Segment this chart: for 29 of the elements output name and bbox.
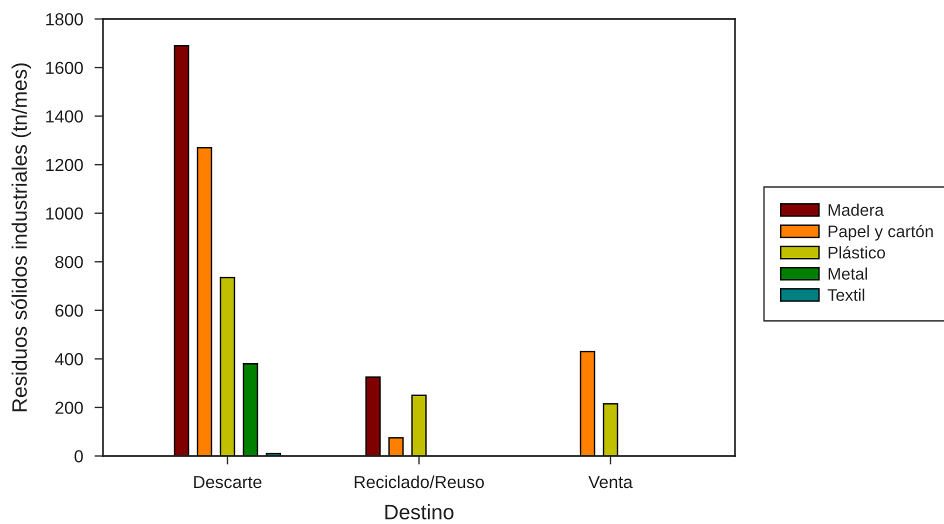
legend-label: Textil [828,288,864,301]
y-tick-label: 0 [74,450,83,462]
y-tick-label: 600 [55,304,83,317]
legend-label: Papel y cartón [828,224,933,241]
legend-label: Metal [828,267,867,280]
bar [196,146,212,456]
bar [411,394,427,456]
y-tick-label: 400 [54,353,83,366]
y-tick-label: 800 [55,256,83,268]
y-tick-label: 1600 [46,62,83,74]
bar [388,437,404,456]
bar [220,276,236,456]
y-tick-label: 1400 [46,110,83,123]
bar [242,363,258,456]
y-axis-title: Residuos sólidos industriales (tn/mes) [11,63,32,412]
legend-label: Plástico [828,246,885,259]
x-tick-label: Venta [588,476,633,488]
y-tick-label: 1000 [46,207,83,220]
bar [365,376,381,456]
bar [580,350,596,456]
legend-label: Madera [828,204,884,216]
x-axis-title: Destino [385,504,454,520]
x-tick-label: Descarte [194,476,262,488]
bar [602,403,618,456]
y-tick-label: 200 [55,402,83,414]
x-tick-label: Reciclado/Reuso [354,475,484,488]
bar [174,45,190,456]
y-tick-label: 1800 [46,13,83,26]
y-tick-label: 1200 [46,158,83,172]
